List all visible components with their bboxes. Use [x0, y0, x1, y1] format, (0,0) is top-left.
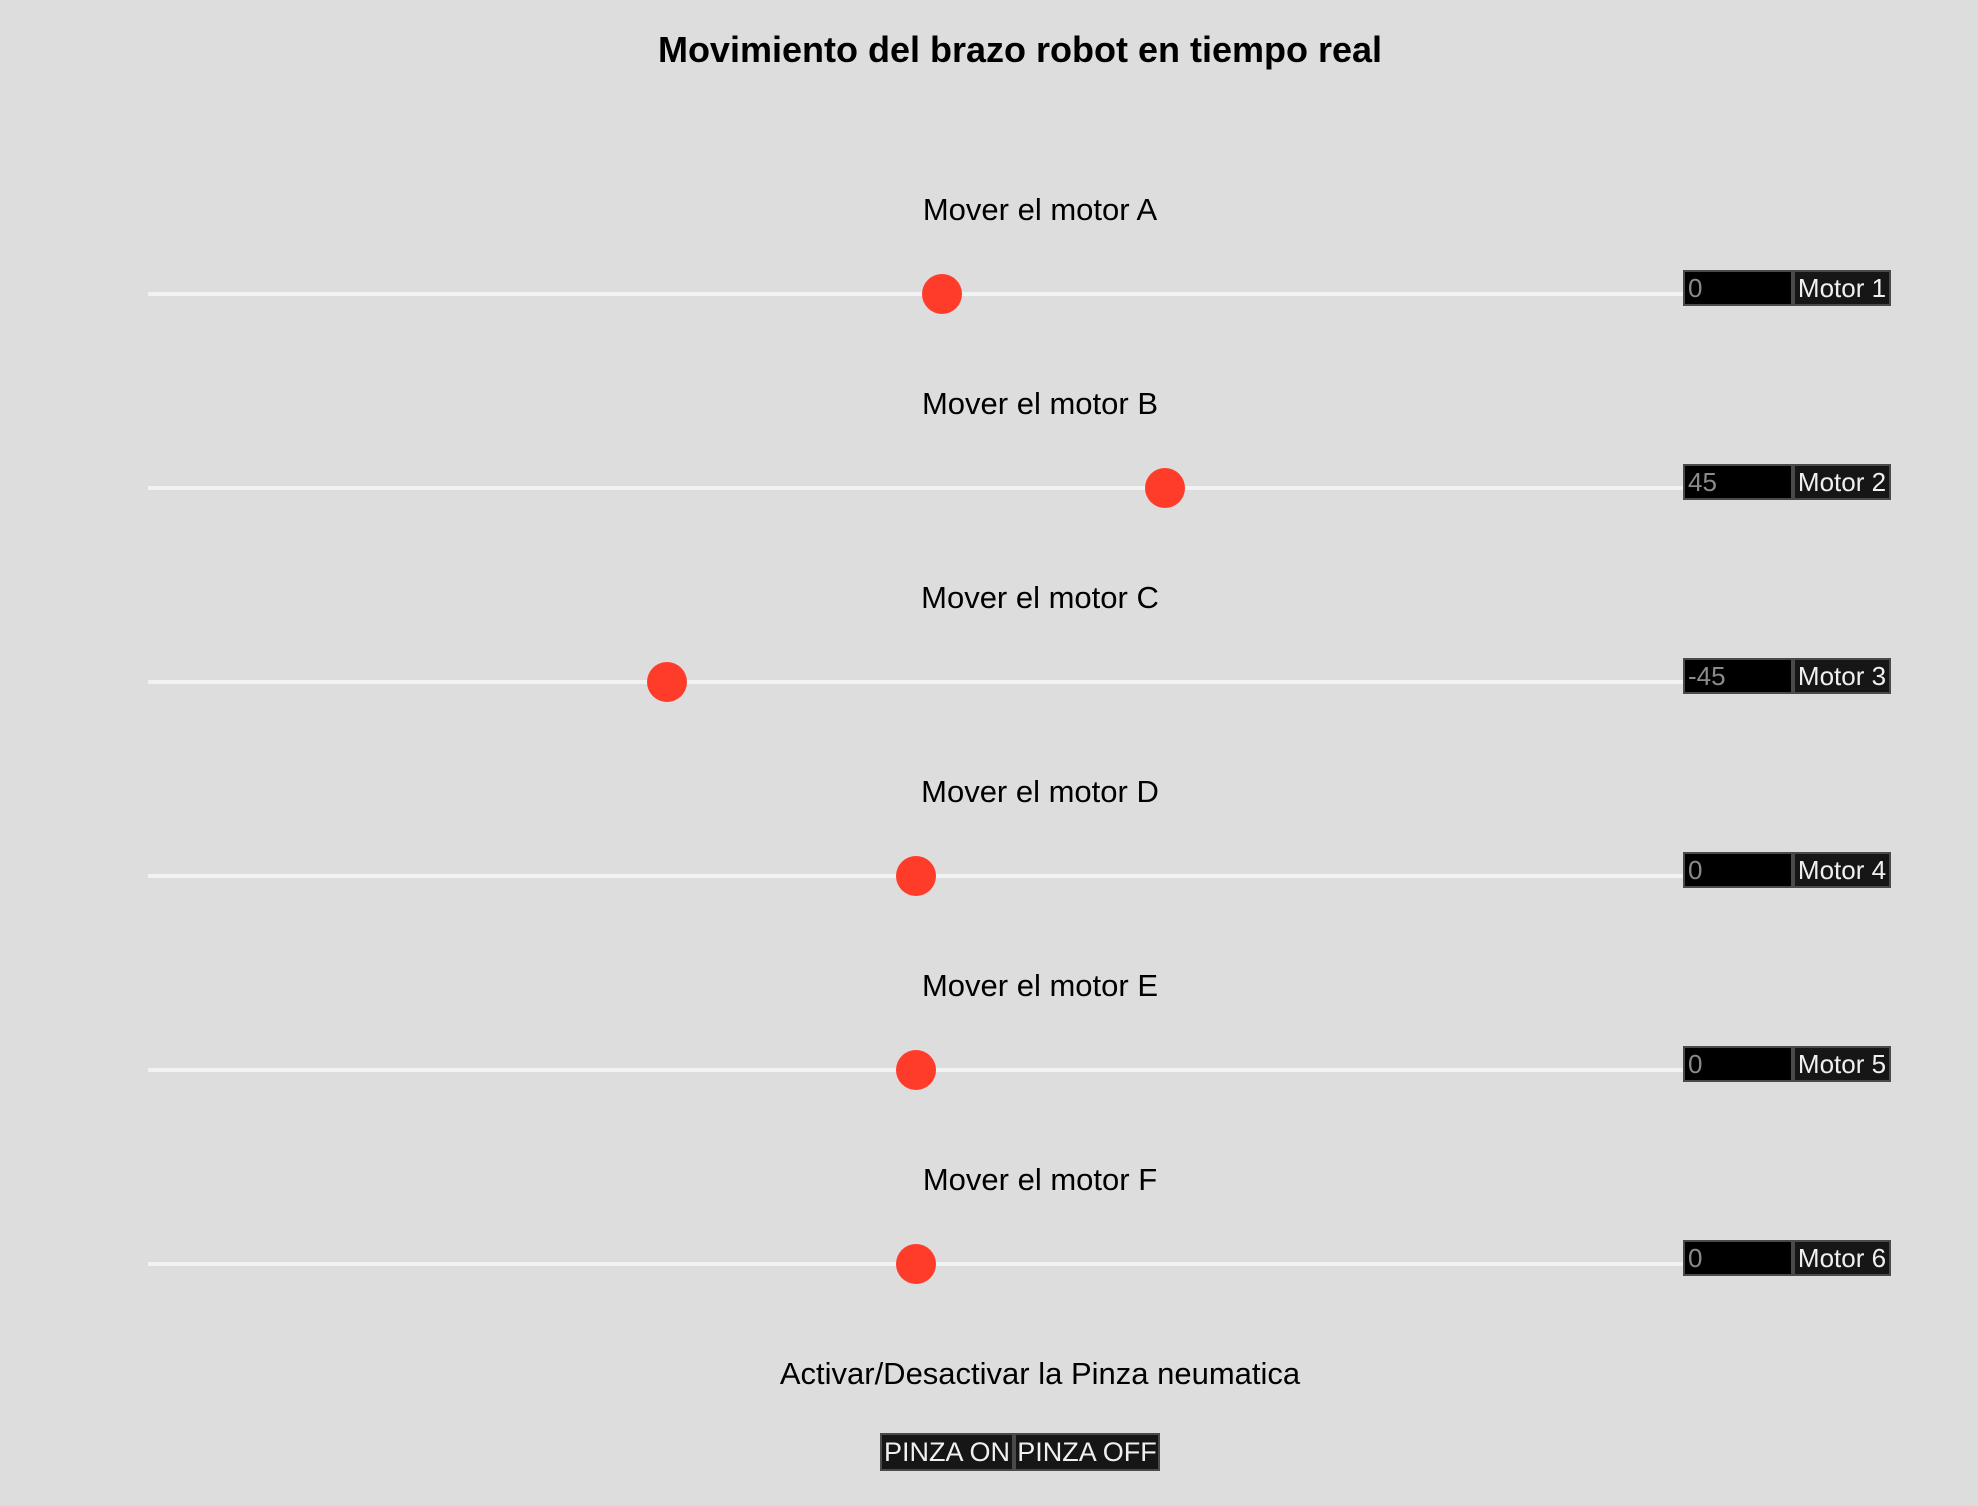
page-title: Movimiento del brazo robot en tiempo rea… — [657, 29, 1383, 70]
motor-2-value-input[interactable] — [1683, 464, 1793, 500]
motor-f-slider-thumb[interactable] — [896, 1244, 936, 1284]
motor-e-slider-track[interactable] — [148, 1050, 1684, 1090]
motor-a-label: Mover el motor A — [922, 192, 1158, 227]
motor-5-button[interactable]: Motor 5 — [1793, 1046, 1891, 1082]
motor-f-slider-track[interactable] — [148, 1244, 1684, 1284]
motor-1-button[interactable]: Motor 1 — [1793, 270, 1891, 306]
motor-d-slider-thumb[interactable] — [896, 856, 936, 896]
gripper-off-button[interactable]: PINZA OFF — [1014, 1433, 1160, 1471]
motor-2-button[interactable]: Motor 2 — [1793, 464, 1891, 500]
motor-f-label: Mover el motor F — [922, 1162, 1158, 1197]
motor-a-slider-thumb[interactable] — [922, 274, 963, 314]
motor-b-label: Mover el motor B — [921, 386, 1158, 421]
motor-d-label: Mover el motor D — [921, 774, 1159, 809]
motor-4-value-input[interactable] — [1683, 852, 1793, 888]
motor-c-slider-thumb[interactable] — [647, 662, 688, 702]
gripper-label: Activar/Desactivar la Pinza neumatica — [779, 1356, 1301, 1391]
motor-a-slider-track[interactable] — [148, 274, 1684, 314]
motor-3-button[interactable]: Motor 3 — [1793, 658, 1891, 694]
motor-b-slider-track[interactable] — [148, 468, 1684, 508]
motor-3-value-input[interactable] — [1683, 658, 1793, 694]
motor-1-value-input[interactable] — [1683, 270, 1793, 306]
gripper-on-button[interactable]: PINZA ON — [880, 1433, 1014, 1471]
motor-5-value-input[interactable] — [1683, 1046, 1793, 1082]
motor-6-value-input[interactable] — [1683, 1240, 1793, 1276]
motor-e-label: Mover el motor E — [921, 968, 1158, 1003]
motor-b-slider-thumb[interactable] — [1144, 468, 1185, 508]
motor-6-button[interactable]: Motor 6 — [1793, 1240, 1891, 1276]
motor-d-slider-track[interactable] — [148, 856, 1684, 896]
motor-c-slider-track[interactable] — [148, 662, 1684, 702]
motor-c-label: Mover el motor C — [921, 580, 1159, 615]
motor-4-button[interactable]: Motor 4 — [1793, 852, 1891, 888]
motor-e-slider-thumb[interactable] — [896, 1050, 936, 1090]
